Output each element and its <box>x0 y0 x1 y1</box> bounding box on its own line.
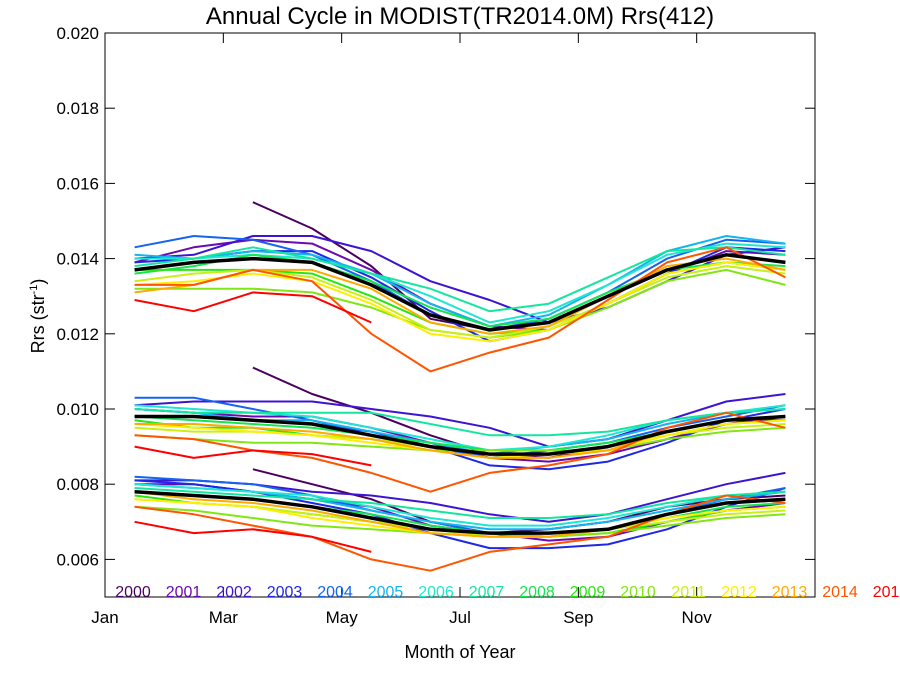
x-tick-label: Sep <box>563 608 593 627</box>
series-layer <box>134 201 786 572</box>
legend-item-2005: 2005 <box>368 584 404 601</box>
legend-item-2002: 2002 <box>216 584 252 601</box>
legend-item-2014: 2014 <box>822 584 858 601</box>
y-tick-label: 0.006 <box>56 550 99 569</box>
y-axis-label-main: Rrs (str <box>28 294 48 353</box>
y-tick-label: 0.020 <box>56 24 99 43</box>
mean-line-lower <box>134 489 786 535</box>
series-line-2007-middle <box>134 408 786 437</box>
legend-item-2001: 2001 <box>166 584 202 601</box>
mean-line-middle <box>134 414 786 456</box>
series-line-2006-upper <box>134 242 786 324</box>
legend-item-2012: 2012 <box>721 584 757 601</box>
x-axis-label: Month of Year <box>404 642 515 662</box>
series-line-2006-lower <box>134 483 786 527</box>
series-line-2014-middle <box>134 411 786 493</box>
legend: 2000 2001 2002 2003 2004 2005 2006 2007 2008 2009… <box>115 584 900 601</box>
legend-item-2004: 2004 <box>317 584 353 601</box>
series-line-2000-lower <box>252 468 786 535</box>
legend-item-2008: 2008 <box>519 584 555 601</box>
legend-item-2015: 2015 <box>873 584 900 601</box>
y-tick-label: 0.010 <box>56 400 99 419</box>
series-line-2011-upper <box>134 265 786 339</box>
series-line-2015-upper <box>134 291 372 324</box>
y-axis-label: Rrs (str-1) <box>28 279 48 354</box>
series-line-2005-upper <box>134 235 786 328</box>
legend-item-2000: 2000 <box>115 584 151 601</box>
series-line-2015-middle <box>134 445 372 467</box>
series-line-2014-upper <box>134 246 786 373</box>
mean-line-upper <box>134 253 786 332</box>
x-tick-label: Jul <box>449 608 471 627</box>
x-tick-label: Jan <box>91 608 118 627</box>
x-tick-label: Mar <box>209 608 239 627</box>
series-line-2012-upper <box>134 261 786 343</box>
legend-item-2007: 2007 <box>469 584 505 601</box>
y-tick-label: 0.014 <box>56 250 99 269</box>
y-tick-label: 0.012 <box>56 325 99 344</box>
legend-item-2009: 2009 <box>570 584 606 601</box>
y-axis-label-close: ) <box>28 279 48 285</box>
x-tick-label: May <box>326 608 359 627</box>
legend-item-2010: 2010 <box>620 584 656 601</box>
series-line-2007-upper <box>134 246 786 313</box>
axis-ticks: 0.006 0.008 0.010 0.012 0.014 0.016 0.018 0.020… <box>56 24 815 627</box>
y-tick-label: 0.008 <box>56 475 99 494</box>
legend-item-2003: 2003 <box>267 584 303 601</box>
legend-item-2013: 2013 <box>772 584 808 601</box>
y-axis-label-superscript: -1 <box>28 285 40 295</box>
series-line-2002-middle <box>134 393 786 448</box>
y-tick-label: 0.016 <box>56 174 99 193</box>
legend-item-2011: 2011 <box>671 584 706 601</box>
chart-title: Annual Cycle in MODIST(TR2014.0M) Rrs(41… <box>206 3 714 30</box>
series-line-2007-lower <box>134 487 786 519</box>
x-tick-label: Nov <box>682 608 713 627</box>
series-line-2015-lower <box>134 520 372 553</box>
legend-item-2006: 2006 <box>418 584 454 601</box>
y-tick-label: 0.018 <box>56 99 99 118</box>
